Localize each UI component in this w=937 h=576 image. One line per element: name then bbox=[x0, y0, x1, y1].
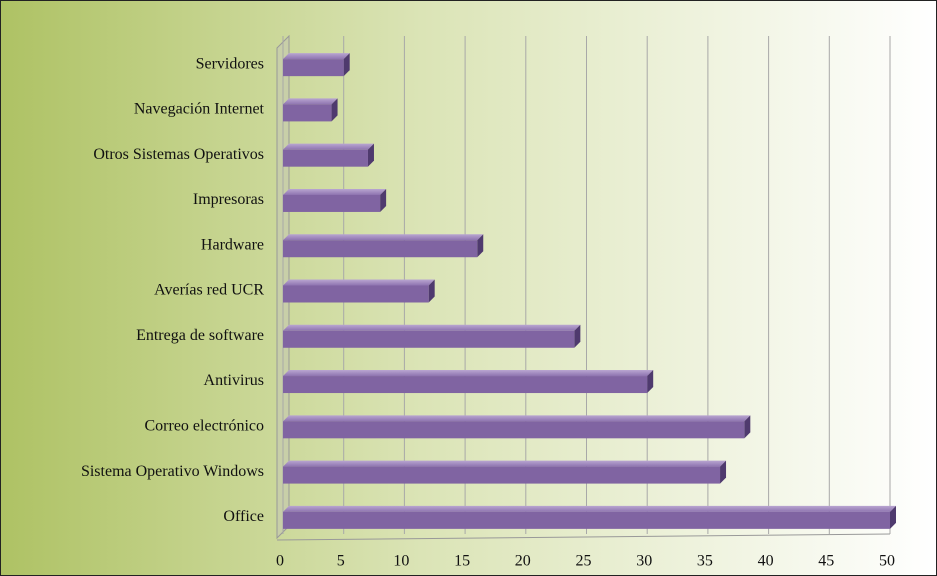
bar-top bbox=[283, 143, 374, 150]
bar-side bbox=[428, 279, 435, 303]
y-tick-label: Office bbox=[223, 508, 264, 525]
x-tick-label: 50 bbox=[879, 553, 895, 570]
bar-side bbox=[380, 188, 387, 212]
x-tick-label: 25 bbox=[576, 553, 592, 570]
y-tick-label: Correo electrónico bbox=[145, 417, 265, 434]
y-tick-label: Sistema Operativo Windows bbox=[81, 463, 264, 480]
bar-side bbox=[647, 370, 654, 394]
bar-top bbox=[283, 460, 727, 467]
bar-top bbox=[283, 188, 387, 195]
x-tick-label: 5 bbox=[337, 553, 345, 570]
y-tick-label: Servidores bbox=[196, 55, 264, 72]
bar bbox=[283, 104, 332, 122]
floor bbox=[276, 533, 891, 541]
x-tick-label: 40 bbox=[758, 553, 774, 570]
bar-side bbox=[744, 415, 751, 439]
bar-side bbox=[367, 143, 374, 167]
bar bbox=[283, 421, 745, 439]
bar-side bbox=[574, 324, 581, 348]
bar-top bbox=[283, 53, 350, 60]
y-tick-label: Hardware bbox=[201, 236, 264, 253]
bar-side bbox=[331, 98, 338, 122]
bar-top bbox=[283, 234, 484, 241]
y-tick-label: Navegación Internet bbox=[134, 101, 265, 118]
x-tick-label: 35 bbox=[697, 553, 713, 570]
bar-top bbox=[283, 279, 435, 286]
bar bbox=[283, 149, 368, 167]
x-tick-label: 0 bbox=[276, 553, 284, 570]
bar-top bbox=[283, 98, 338, 105]
y-tick-label: Entrega de software bbox=[136, 327, 264, 344]
y-tick-label: Averías red UCR bbox=[154, 282, 264, 299]
x-tick-label: 15 bbox=[454, 553, 470, 570]
x-tick-label: 45 bbox=[818, 553, 834, 570]
bar-top bbox=[283, 370, 654, 377]
bar bbox=[283, 285, 429, 303]
bar bbox=[283, 194, 381, 212]
bar bbox=[283, 330, 575, 348]
bar-side bbox=[477, 234, 484, 258]
bar bbox=[283, 511, 890, 529]
y-tick-label: Otros Sistemas Operativos bbox=[93, 146, 264, 163]
bar bbox=[283, 466, 721, 484]
y-tick-label: Impresoras bbox=[193, 191, 264, 208]
bar bbox=[283, 59, 344, 77]
bar bbox=[283, 240, 478, 258]
bar-side bbox=[720, 460, 727, 484]
bar-top bbox=[283, 415, 751, 422]
bar-top bbox=[283, 324, 581, 331]
y-tick-label: Antivirus bbox=[204, 372, 264, 389]
bar-side bbox=[890, 505, 896, 529]
bar bbox=[283, 376, 648, 394]
bar-top bbox=[283, 505, 896, 512]
x-tick-label: 20 bbox=[515, 553, 531, 570]
bar-side bbox=[343, 53, 350, 77]
x-tick-label: 10 bbox=[393, 553, 409, 570]
x-tick-label: 30 bbox=[636, 553, 652, 570]
